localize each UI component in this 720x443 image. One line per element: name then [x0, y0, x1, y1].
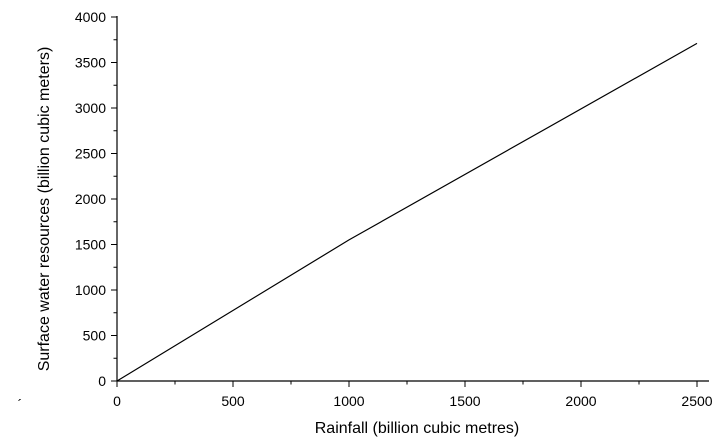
y-tick-label: 4000	[75, 9, 106, 25]
x-tick-label: 500	[221, 393, 245, 409]
y-tick-label: 1000	[75, 282, 106, 298]
y-tick-label: 1500	[75, 237, 106, 253]
y-tick-label: 500	[83, 328, 107, 344]
y-tick-label: 0	[98, 373, 106, 389]
chart-series	[116, 42, 698, 382]
y-axis-title: Surface water resources (billion cubic m…	[36, 47, 53, 372]
x-axis-title: Rainfall (billion cubic metres)	[315, 420, 520, 437]
x-tick-label: 1000	[333, 393, 364, 409]
series-line	[116, 42, 698, 382]
x-tick-label: 2000	[565, 393, 596, 409]
y-tick-label: 2000	[75, 191, 106, 207]
x-tick-label: 2500	[681, 393, 712, 409]
chart-ticks: 0 500 1000 1500 2000 2500 0 500 1000 1500 2000 2500…	[75, 9, 713, 409]
y-tick-label: 3500	[75, 55, 106, 71]
x-tick-label: 1500	[449, 393, 480, 409]
y-tick-label: 3000	[75, 100, 106, 116]
stray-mark: ´	[18, 396, 23, 412]
x-tick-label: 0	[113, 393, 121, 409]
y-tick-label: 2500	[75, 146, 106, 162]
